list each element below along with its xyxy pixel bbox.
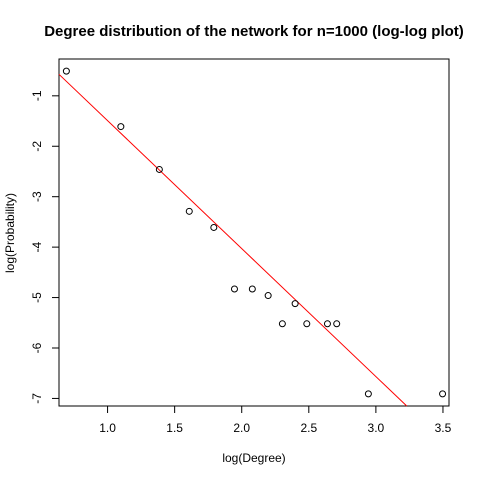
x-tick-label: 3.0 bbox=[368, 421, 385, 435]
data-point bbox=[210, 223, 218, 231]
data-point bbox=[333, 320, 341, 328]
data-point bbox=[117, 123, 125, 131]
data-point bbox=[364, 390, 372, 398]
data-point bbox=[155, 165, 163, 173]
data-points bbox=[62, 67, 447, 398]
y-tick-label: -6 bbox=[30, 342, 44, 353]
y-axis: -1 -2 -3 -4 -5 -6 -7 bbox=[30, 90, 60, 404]
x-tick-label: 2.5 bbox=[300, 421, 317, 435]
y-tick-label: -7 bbox=[30, 393, 44, 404]
y-tick-label: -5 bbox=[30, 292, 44, 303]
fit-line-group bbox=[58, 73, 408, 407]
data-point bbox=[264, 292, 272, 300]
data-point bbox=[278, 320, 286, 328]
data-point bbox=[439, 390, 447, 398]
x-tick-label: 1.0 bbox=[99, 421, 116, 435]
data-point bbox=[303, 320, 311, 328]
x-tick-label: 2.0 bbox=[233, 421, 250, 435]
x-axis: 1.0 1.5 2.0 2.5 3.0 3.5 bbox=[99, 405, 452, 435]
y-tick-label: -2 bbox=[30, 141, 44, 152]
x-axis-label: log(Degree) bbox=[222, 451, 285, 465]
data-point bbox=[291, 300, 299, 308]
chart-title: Degree distribution of the network for n… bbox=[44, 23, 464, 40]
y-tick-label: -4 bbox=[30, 241, 44, 252]
plot-frame bbox=[58, 58, 450, 407]
data-point bbox=[230, 285, 238, 293]
x-tick-label: 1.5 bbox=[166, 421, 183, 435]
data-point bbox=[62, 67, 70, 75]
y-axis-label: log(Probability) bbox=[3, 193, 17, 273]
data-point bbox=[323, 320, 331, 328]
y-tick-label: -3 bbox=[30, 191, 44, 202]
fit-line bbox=[58, 73, 408, 407]
x-tick-label: 3.5 bbox=[435, 421, 452, 435]
y-tick-label: -1 bbox=[30, 90, 44, 101]
data-point bbox=[185, 207, 193, 215]
data-point bbox=[248, 285, 256, 293]
